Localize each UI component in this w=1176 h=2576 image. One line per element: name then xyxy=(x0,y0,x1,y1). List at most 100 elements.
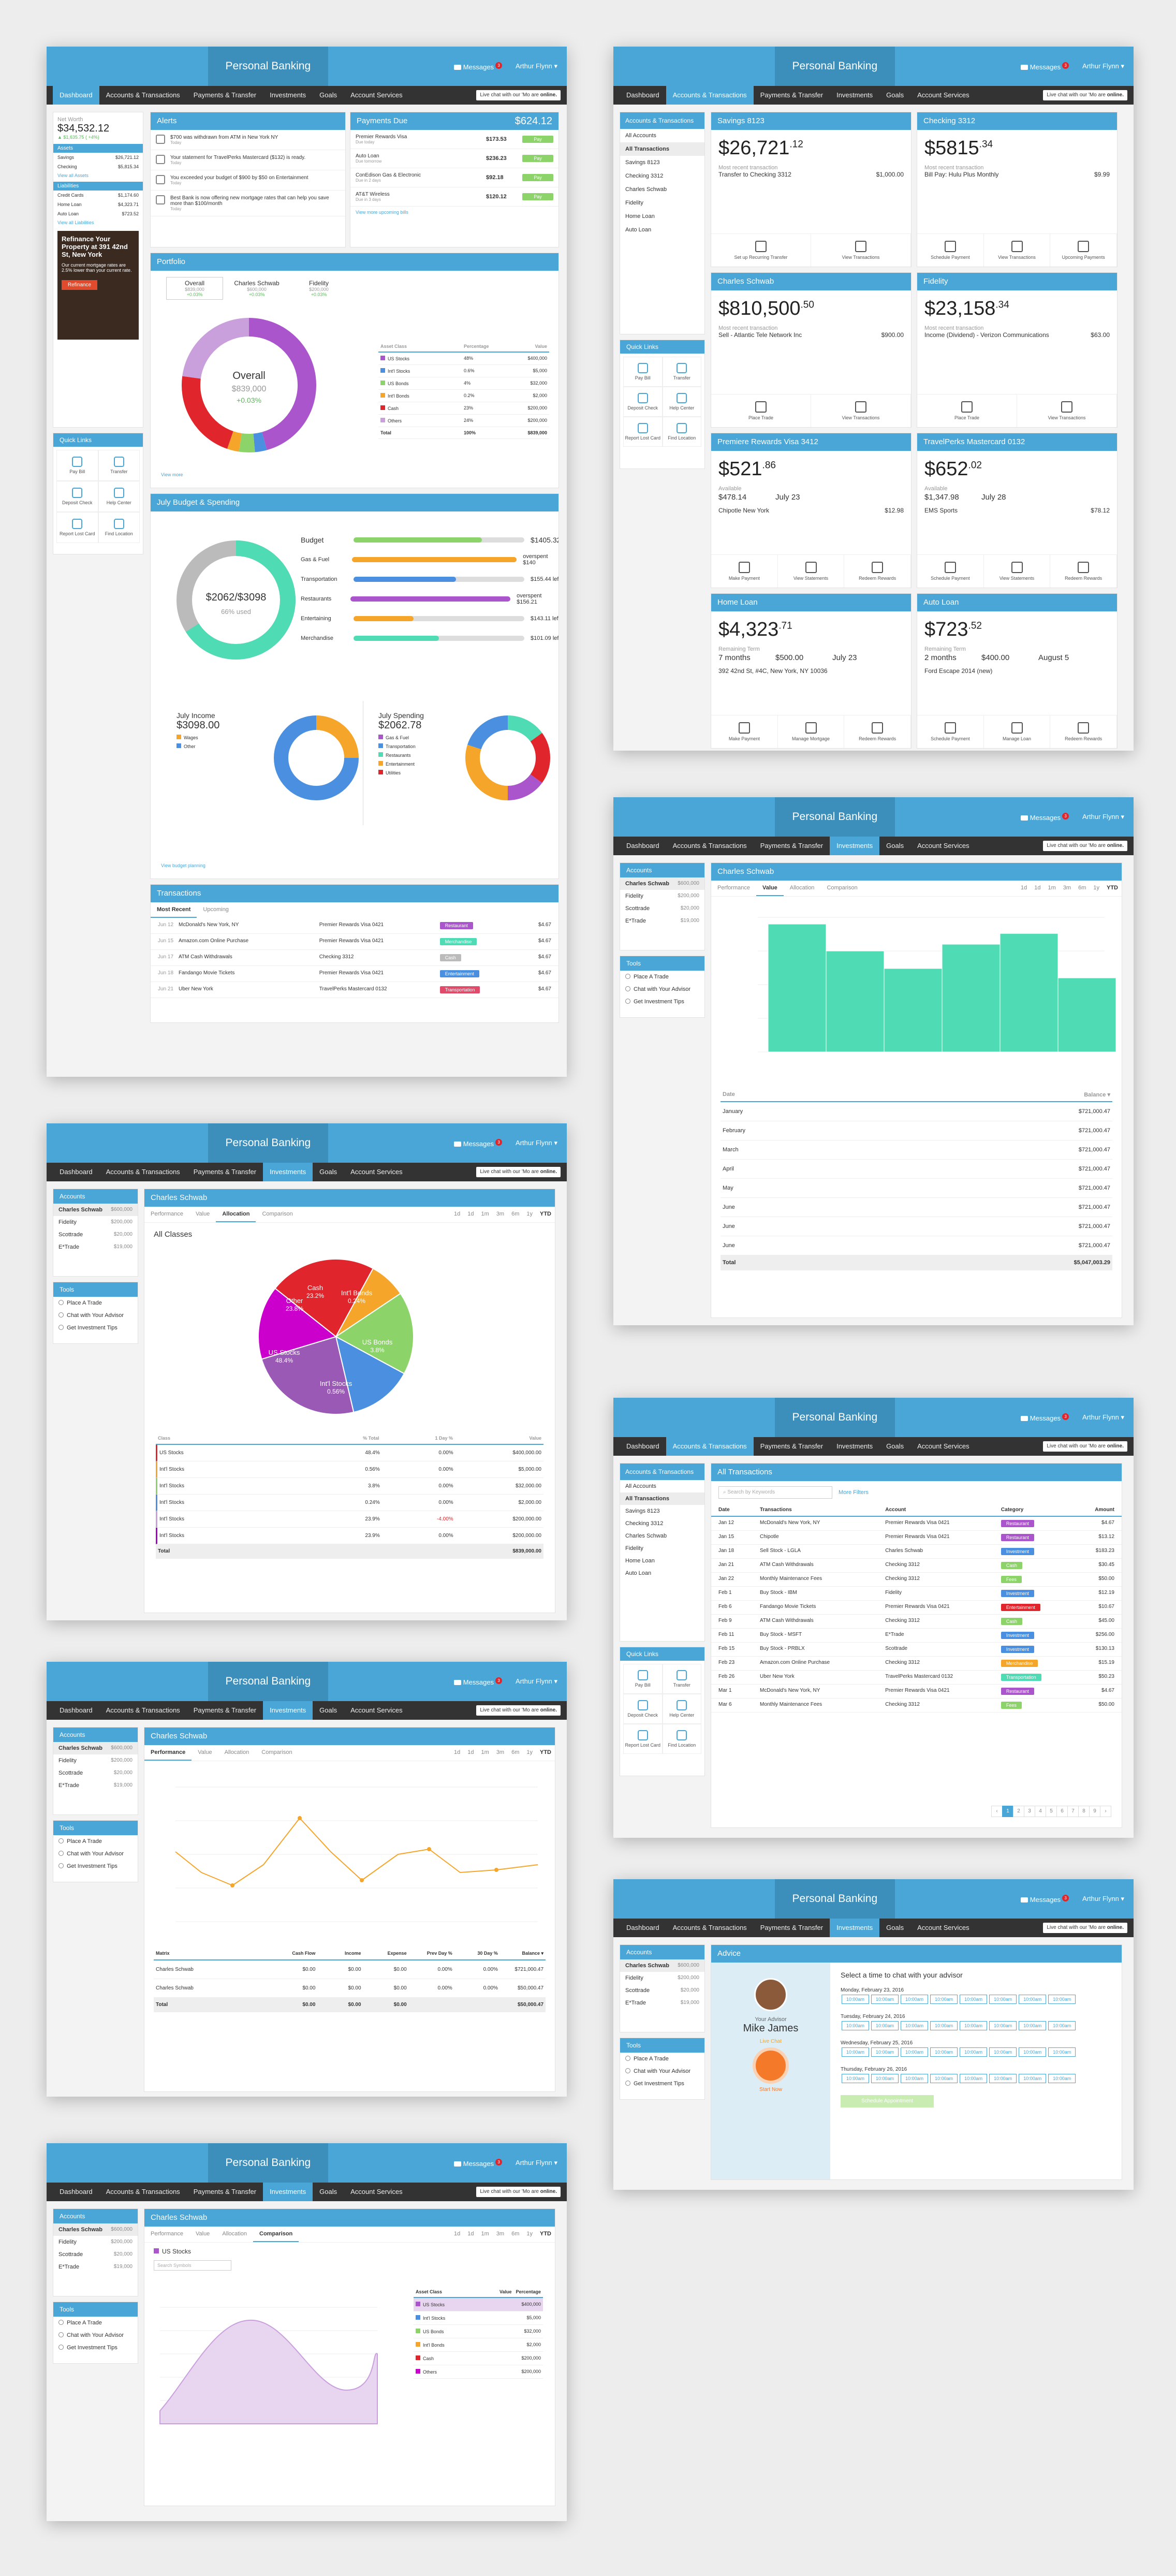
nav-item[interactable]: Investments xyxy=(836,1442,873,1450)
quick-link[interactable]: Report Lost Card xyxy=(623,417,663,447)
time-slot[interactable]: 10:00am xyxy=(842,2047,870,2057)
transaction-row[interactable]: Jun 17 ATM Cash Withdrawals Checking 3312 C… xyxy=(151,950,558,966)
nav-item[interactable]: Account Services xyxy=(917,1924,969,1931)
investment-tab[interactable]: Comparison xyxy=(262,1211,293,1217)
sidebar-item[interactable]: Fidelity xyxy=(625,200,643,206)
range-tab[interactable]: 1m xyxy=(1048,885,1056,891)
nav-item[interactable]: Dashboard xyxy=(626,842,659,850)
quick-link[interactable]: Report Lost Card xyxy=(56,512,98,543)
sidebar-item[interactable]: Checking 3312 xyxy=(625,1520,664,1527)
time-slot[interactable]: 10:00am xyxy=(930,2074,958,2083)
card-action[interactable]: View Transactions xyxy=(984,234,1051,267)
asset-row[interactable]: Checking $5,815.34 xyxy=(57,164,139,169)
transaction-row[interactable]: Feb 23 Amazon.com Online Purchase Checking… xyxy=(711,1657,1122,1671)
transactions-tab[interactable]: Upcoming xyxy=(203,906,229,913)
sidebar-account[interactable]: Charles Schwab $600,000 xyxy=(53,1742,138,1754)
quick-link[interactable]: Pay Bill xyxy=(623,1664,663,1694)
live-chat-notice[interactable]: Live chat with our 'Mo are online. xyxy=(1043,841,1127,851)
nav-item[interactable]: Accounts & Transactions xyxy=(106,2188,180,2196)
time-slot[interactable]: 10:00am xyxy=(989,2047,1017,2057)
card-action[interactable]: Redeem Rewards xyxy=(1050,555,1117,588)
nav-item[interactable]: Goals xyxy=(319,1706,337,1714)
transaction-row[interactable]: Jan 18 Sell Stock - LGLA Charles Schwab Inv… xyxy=(711,1545,1122,1559)
time-slot[interactable]: 10:00am xyxy=(901,2047,929,2057)
tool-link[interactable]: Chat with Your Advisor xyxy=(620,983,704,996)
pay-button[interactable]: Pay xyxy=(522,136,553,143)
nav-item[interactable]: Payments & Transfer xyxy=(760,1442,824,1450)
pay-button[interactable]: Pay xyxy=(522,155,553,162)
sidebar-account[interactable]: Fidelity $200,000 xyxy=(625,1975,699,1981)
live-chat-notice[interactable]: Live chat with our 'Mo are online. xyxy=(1043,90,1127,100)
nav-item[interactable]: Goals xyxy=(319,1168,337,1176)
nav-item[interactable]: Accounts & Transactions xyxy=(672,1924,747,1931)
quick-link[interactable]: Report Lost Card xyxy=(623,1724,663,1754)
tool-link[interactable]: Chat with Your Advisor xyxy=(53,1848,138,1860)
live-chat-notice[interactable]: Live chat with our 'Mo are online. xyxy=(476,2187,561,2197)
nav-item[interactable]: Account Services xyxy=(917,91,969,99)
time-slot[interactable]: 10:00am xyxy=(989,1995,1017,2004)
user-menu[interactable]: Arthur Flynn ▾ xyxy=(516,62,557,70)
investment-tab[interactable]: Performance xyxy=(717,885,750,891)
transaction-row[interactable]: Jan 22 Monthly Maintenance Fees Checking 3… xyxy=(711,1573,1122,1587)
range-tab[interactable]: 1d xyxy=(467,1749,474,1755)
liability-row[interactable]: Home Loan $4,323.71 xyxy=(57,202,139,207)
nav-item[interactable]: Payments & Transfer xyxy=(193,1168,257,1176)
range-tab[interactable]: 1d xyxy=(1021,885,1027,891)
card-action[interactable]: Manage Mortgage xyxy=(778,715,845,748)
comparison-select[interactable]: US Stocks xyxy=(144,2243,555,2260)
time-slot[interactable]: 10:00am xyxy=(871,2047,899,2057)
card-action[interactable]: View Transactions xyxy=(811,394,911,427)
card-action[interactable]: Place Trade xyxy=(711,394,811,427)
transaction-row[interactable]: Feb 6 Fandango Movie Tickets Premier Rewar… xyxy=(711,1601,1122,1615)
time-slot[interactable]: 10:00am xyxy=(842,1995,870,2004)
nav-item[interactable]: Dashboard xyxy=(60,1168,93,1176)
live-chat-icon[interactable] xyxy=(753,2047,789,2084)
range-tab[interactable]: 3m xyxy=(496,2231,505,2237)
user-menu[interactable]: Arthur Flynn ▾ xyxy=(516,1677,557,1685)
quick-link[interactable]: Find Location xyxy=(662,417,701,447)
quick-link[interactable]: Help Center xyxy=(98,481,140,512)
refinance-button[interactable]: Refinance xyxy=(62,280,98,290)
time-slot[interactable]: 10:00am xyxy=(1048,2047,1076,2057)
sidebar-item[interactable]: Charles Schwab xyxy=(625,1533,667,1539)
transaction-row[interactable]: Jun 21 Uber New York TravelPerks Mastercar… xyxy=(151,982,558,998)
card-action[interactable]: Redeem Rewards xyxy=(844,715,911,748)
tool-link[interactable]: Get Investment Tips xyxy=(620,996,704,1008)
page-link[interactable]: 3 xyxy=(1024,1806,1035,1817)
range-tab[interactable]: 1m xyxy=(481,1749,489,1755)
tool-link[interactable]: Chat with Your Advisor xyxy=(53,1309,138,1322)
sidebar-account[interactable]: Fidelity $200,000 xyxy=(58,2239,133,2245)
nav-item[interactable]: Investments xyxy=(263,2183,313,2201)
time-slot[interactable]: 10:00am xyxy=(871,2021,899,2030)
messages-link[interactable]: Messages 3 xyxy=(1020,1894,1069,1904)
messages-link[interactable]: Messages 3 xyxy=(1020,1413,1069,1422)
nav-item[interactable]: Goals xyxy=(319,2188,337,2196)
live-chat-notice[interactable]: Live chat with our 'Mo are online. xyxy=(1043,1923,1127,1933)
time-slot[interactable]: 10:00am xyxy=(930,2021,958,2030)
asset-row[interactable]: Savings $26,721.12 xyxy=(57,155,139,160)
sidebar-account[interactable]: E*Trade $19,000 xyxy=(625,918,699,924)
range-tab[interactable]: 1d xyxy=(454,1211,461,1217)
range-tab[interactable]: 6m xyxy=(1078,885,1086,891)
nav-item[interactable]: Account Services xyxy=(350,1706,403,1714)
card-action[interactable]: Schedule Payment xyxy=(917,234,984,267)
live-chat-notice[interactable]: Live chat with our 'Mo are online. xyxy=(476,90,561,100)
transaction-row[interactable]: Jun 15 Amazon.com Online Purchase Premier … xyxy=(151,934,558,950)
transaction-row[interactable]: Feb 15 Buy Stock - PRBLX Scottrade Investme… xyxy=(711,1643,1122,1657)
transaction-row[interactable]: Mar 6 Monthly Maintenance Fees Checking 33… xyxy=(711,1699,1122,1713)
start-chat-link[interactable]: Start Now xyxy=(759,2087,782,2092)
nav-item[interactable]: Investments xyxy=(270,91,306,99)
comparison-row[interactable]: US Bonds $32,000 xyxy=(414,2325,543,2338)
nav-item[interactable]: Payments & Transfer xyxy=(760,1924,824,1931)
nav-item[interactable]: Investments xyxy=(830,837,880,855)
quick-link[interactable]: Transfer xyxy=(662,1664,701,1694)
investment-tab[interactable]: Performance xyxy=(144,1745,192,1761)
card-action[interactable]: View Statements xyxy=(778,555,845,588)
sidebar-account[interactable]: Fidelity $200,000 xyxy=(625,893,699,899)
sidebar-account[interactable]: Scottrade $20,000 xyxy=(58,1232,133,1238)
sidebar-item[interactable]: Auto Loan xyxy=(625,1570,652,1576)
card-action[interactable]: Make Payment xyxy=(711,715,778,748)
search-input[interactable]: ⌕ Search by Keywords xyxy=(718,1486,832,1499)
range-tab[interactable]: 1d xyxy=(467,1211,474,1217)
quick-link[interactable]: Find Location xyxy=(662,1724,701,1754)
